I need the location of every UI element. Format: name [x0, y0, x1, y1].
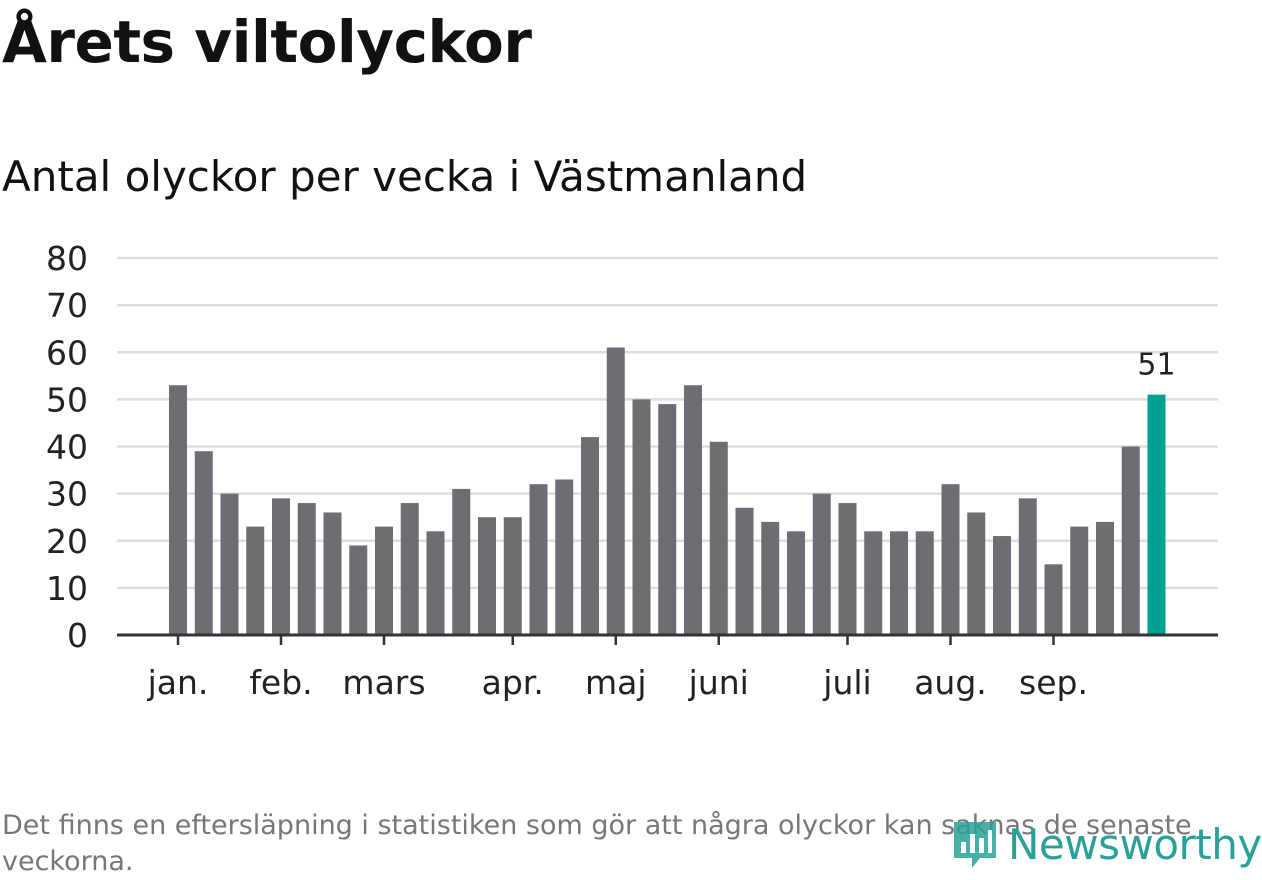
x-tick-label: aug.	[914, 663, 987, 702]
logo-wordmark: Newsworthy	[1008, 819, 1262, 869]
x-tick-label: juli	[822, 663, 871, 702]
bar	[684, 385, 702, 635]
y-tick-label: 40	[46, 428, 88, 467]
bar	[967, 512, 986, 635]
x-tick-label: juni	[688, 663, 749, 702]
x-tick-label: mars	[342, 663, 425, 702]
bar	[581, 437, 599, 635]
data-label: 51	[1137, 348, 1175, 383]
bar	[709, 441, 728, 635]
bar	[658, 404, 677, 635]
bar	[838, 503, 857, 635]
data-labels: 51	[1137, 348, 1175, 383]
x-tick-label: sep.	[1019, 663, 1088, 702]
bar	[375, 526, 393, 635]
bar	[400, 503, 419, 635]
chart-subtitle: Antal olyckor per vecka i Västmanland	[2, 152, 808, 201]
bar	[735, 507, 754, 635]
newsworthy-logo-icon	[954, 822, 996, 868]
bar	[890, 531, 908, 635]
bar	[812, 493, 831, 635]
bar	[503, 517, 522, 635]
bar	[915, 531, 934, 635]
bar	[555, 479, 574, 635]
bar	[452, 488, 471, 635]
bar	[529, 484, 548, 635]
bar	[941, 484, 960, 635]
bar	[1044, 564, 1063, 635]
bar	[1018, 498, 1037, 635]
y-tick-label: 60	[46, 333, 88, 372]
bar	[169, 385, 187, 635]
y-tick-label: 0	[67, 616, 88, 655]
bar	[1096, 521, 1114, 635]
y-tick-label: 80	[46, 239, 88, 278]
y-tick-label: 10	[46, 569, 88, 608]
bar	[246, 526, 265, 635]
x-tick-label: feb.	[249, 663, 312, 702]
bar	[194, 451, 213, 635]
bar	[323, 512, 342, 635]
x-tick-label: jan.	[147, 663, 209, 702]
bar	[864, 531, 883, 635]
y-tick-label: 70	[46, 286, 88, 325]
bar	[426, 531, 445, 635]
bar	[1070, 526, 1089, 635]
bars	[169, 347, 1166, 635]
x-tick-label: maj	[585, 663, 647, 702]
y-tick-label: 20	[46, 522, 88, 561]
bar	[297, 503, 316, 635]
bar-highlight	[1147, 394, 1166, 635]
bar	[220, 493, 239, 635]
bar	[272, 498, 290, 635]
y-tick-label: 50	[46, 380, 88, 419]
bar	[632, 399, 651, 635]
bar	[606, 347, 625, 635]
bar	[787, 531, 805, 635]
y-tick-label: 30	[46, 475, 88, 514]
x-tick-label: apr.	[482, 663, 544, 702]
newsworthy-logo: Newsworthy	[950, 818, 1262, 870]
bar	[1121, 446, 1140, 635]
bar	[478, 517, 496, 635]
bar	[993, 536, 1011, 635]
x-axis-ticks: jan. feb. mars apr. maj juni juli aug. sep.	[147, 635, 1088, 702]
bar	[761, 521, 780, 635]
y-axis-ticks: 0 10 20 30 40 50 60 70 80	[46, 239, 88, 655]
chart-title: Årets viltolyckor	[2, 8, 532, 76]
bar	[349, 545, 368, 635]
